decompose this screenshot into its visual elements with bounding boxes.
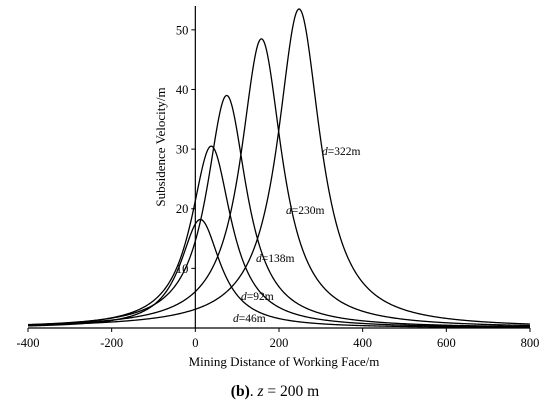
caption-rest: = 200 m (263, 383, 320, 400)
x-tick-label-6: 800 (521, 336, 540, 350)
series-label-2: d=138m (256, 253, 294, 265)
series-label-3: d=230m (286, 205, 324, 217)
figure-caption: (b). z = 200 m (0, 383, 550, 401)
y-axis-title: Subsidence Velocity/m (153, 87, 168, 206)
series-line-3 (27, 38, 531, 327)
series-line-2 (27, 94, 531, 328)
caption-part: (b) (230, 383, 250, 400)
series-label-1: d=92m (241, 291, 274, 303)
y-tick-label-3: 40 (176, 83, 189, 97)
caption-var: z (257, 383, 264, 400)
y-tick-label-2: 30 (176, 143, 189, 157)
x-tick-label-1: -200 (100, 336, 123, 350)
series-label-4: d=322m (322, 146, 360, 158)
series-line-0 (27, 218, 531, 329)
caption-sep: . (249, 383, 258, 400)
y-tick-label-4: 50 (176, 23, 189, 37)
x-tick-label-3: 200 (270, 336, 289, 350)
y-tick-label-1: 20 (176, 202, 189, 216)
x-tick-label-4: 400 (353, 336, 372, 350)
x-tick-label-5: 600 (437, 336, 456, 350)
x-tick-label-2: 0 (192, 336, 198, 350)
series-label-0: d=46m (233, 313, 266, 325)
series-line-1 (27, 145, 530, 328)
series-line-4 (27, 8, 531, 326)
x-tick-label-0: -400 (17, 336, 40, 350)
x-axis-title: Mining Distance of Working Face/m (189, 354, 380, 369)
